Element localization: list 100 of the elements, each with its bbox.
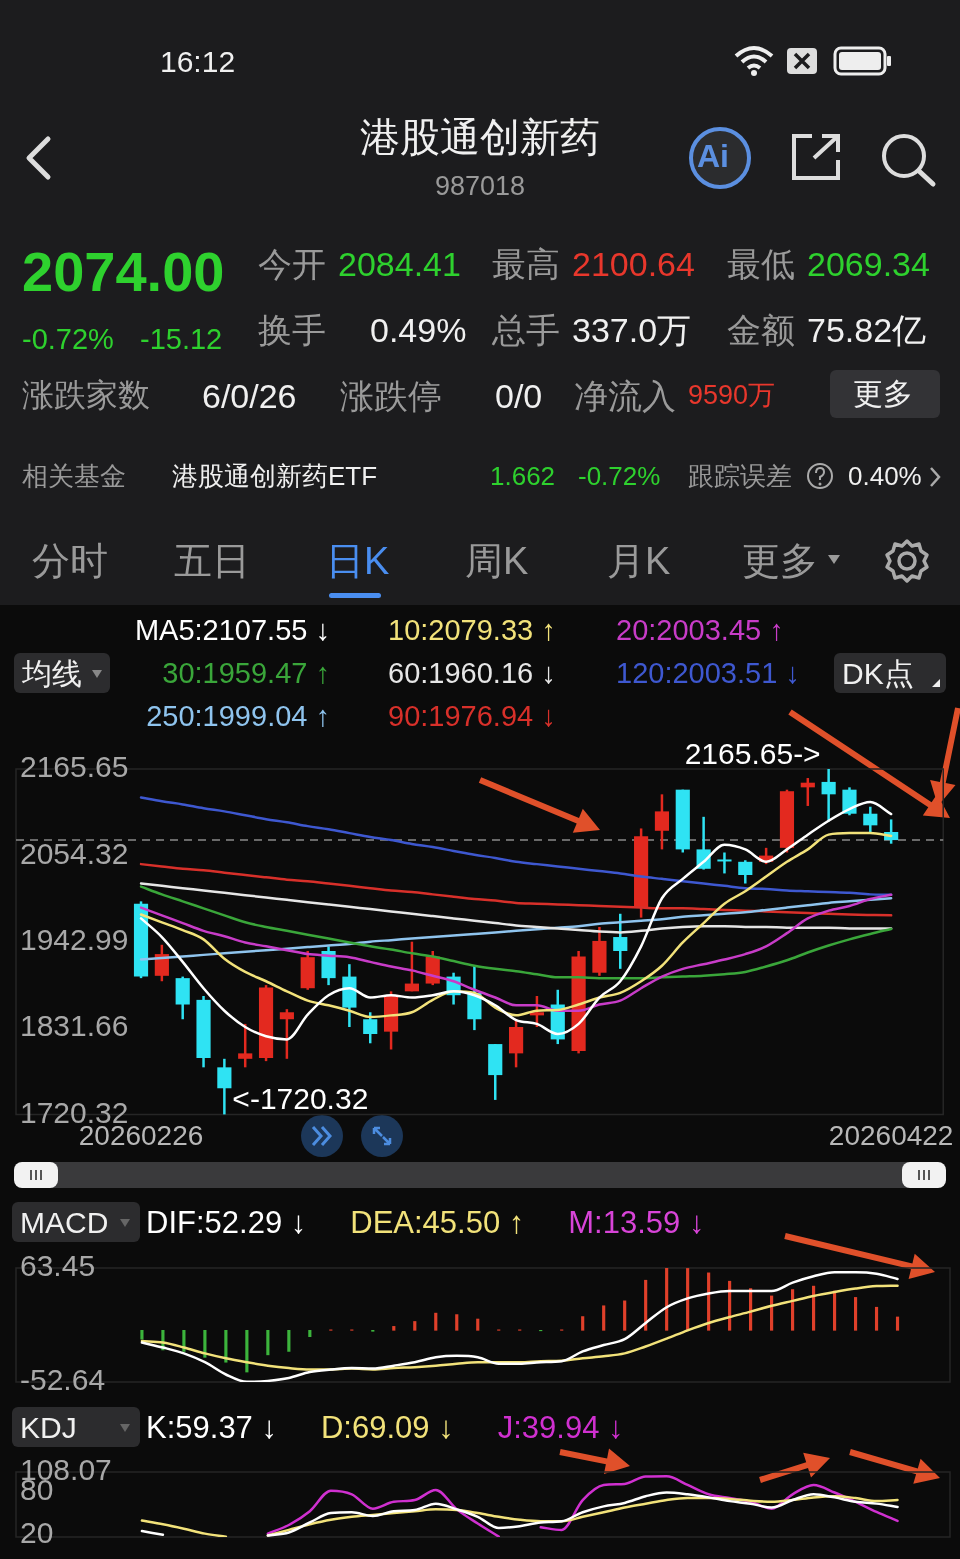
text: 2100.64	[572, 243, 695, 285]
text: MA5:2107.55 ↓	[133, 613, 330, 648]
text: 16:12	[160, 44, 236, 81]
y-tick-label: 63.45	[20, 1249, 96, 1283]
text: 金额	[727, 309, 795, 351]
bar	[287, 1329, 291, 1352]
bar	[455, 1314, 459, 1331]
text: 换手	[258, 309, 326, 351]
bar	[581, 1316, 585, 1331]
text: 港股通创新药ETF	[172, 459, 378, 493]
text: 分时	[32, 539, 108, 585]
bar	[853, 1297, 858, 1331]
bar	[140, 1329, 144, 1340]
text: 20:2003.45 ↑	[616, 613, 784, 648]
line-series	[139, 796, 893, 897]
y-tick-label: -52.64	[20, 1363, 106, 1397]
text: 30:1959.47 ↑	[162, 657, 330, 690]
candlestick	[654, 793, 670, 851]
candlestick	[821, 767, 836, 823]
text: -0.72%	[22, 322, 114, 357]
text: DK点	[842, 656, 914, 693]
text: 1.662	[490, 459, 556, 493]
text: 涨跌家数	[22, 376, 150, 416]
text: 75.82亿	[807, 309, 927, 351]
text: 2084.41	[338, 243, 461, 285]
text: 五日	[174, 539, 250, 585]
text: 0.40%	[848, 459, 922, 493]
bar	[434, 1312, 438, 1331]
bar	[895, 1316, 900, 1331]
text: 涨跌停	[340, 375, 442, 417]
chart-title: MACD	[20, 1205, 109, 1242]
bar	[832, 1290, 837, 1331]
text: 周K	[465, 539, 529, 585]
candlestick	[613, 912, 628, 971]
bar	[266, 1329, 270, 1356]
bar	[791, 1289, 795, 1331]
text: 总手	[492, 309, 560, 351]
candlestick	[863, 805, 878, 835]
text: -15.12	[140, 322, 223, 357]
text: 337.0万	[572, 309, 692, 351]
text: 更多	[742, 539, 818, 585]
text: 0/0	[495, 375, 543, 417]
line-series	[139, 882, 893, 934]
line-series	[139, 893, 893, 1012]
text: 最低	[727, 243, 795, 285]
line-series	[139, 800, 893, 1041]
y-tick-label: 1942.99	[20, 922, 129, 956]
text: 9590万	[688, 379, 776, 413]
text: K:59.37 ↓	[146, 1408, 277, 1447]
text: -0.72%	[578, 459, 661, 493]
bar	[874, 1306, 879, 1331]
candlestick	[363, 1011, 378, 1045]
text: 90:1976.94 ↓	[388, 699, 556, 734]
series-label: M:13.59 ↓	[568, 1203, 705, 1242]
series-label: J:39.94 ↓	[497, 1408, 624, 1447]
candlestick	[238, 1022, 253, 1069]
text: 10:2079.33 ↑	[388, 613, 556, 648]
text: 今开	[258, 243, 326, 285]
candlestick	[738, 859, 753, 885]
y-tick-label: 20	[20, 1516, 54, 1550]
annotation: <-1720.32	[232, 1082, 369, 1116]
bar	[623, 1300, 627, 1331]
x-tick-label: 20260422	[828, 1119, 954, 1151]
text: 最高	[492, 243, 560, 285]
bar	[476, 1318, 480, 1331]
line-series	[139, 885, 893, 980]
text: 相关基金	[22, 459, 126, 493]
bar	[602, 1305, 606, 1331]
text: 均线	[22, 656, 82, 693]
text: 2069.34	[807, 243, 930, 285]
candlestick	[717, 851, 732, 875]
text: 987018	[434, 171, 526, 202]
text: 港股通创新药	[360, 115, 600, 160]
text: 250:1999.04 ↑	[145, 699, 330, 734]
candlestick	[279, 1007, 294, 1061]
chart-title: KDJ	[20, 1410, 77, 1447]
y-tick-label: 2165.65	[20, 750, 129, 784]
annotation: 2165.65->	[684, 737, 821, 770]
text: DIF:52.29 ↓	[146, 1203, 307, 1242]
bar	[413, 1321, 417, 1331]
text: 0.49%	[370, 309, 467, 351]
bar	[811, 1285, 816, 1331]
text: Ai	[697, 137, 729, 177]
text: 2074.00	[22, 239, 225, 306]
text: 60:1960.16 ↓	[388, 656, 556, 691]
candlestick	[217, 1057, 232, 1116]
y-tick-label: 1831.66	[20, 1009, 129, 1043]
text: D:69.09 ↓	[320, 1408, 454, 1447]
text: DEA:45.50 ↑	[350, 1203, 525, 1242]
text: 6/0/26	[202, 375, 297, 417]
y-tick-label: 2054.32	[20, 836, 129, 870]
text: 月K	[607, 539, 671, 585]
bar	[392, 1326, 396, 1331]
bar	[665, 1268, 669, 1331]
text: 更多	[853, 376, 913, 413]
text: 120:2003.51 ↓	[616, 656, 800, 691]
text: 跟踪误差	[688, 459, 792, 493]
line-series	[140, 1271, 899, 1382]
bar	[308, 1329, 312, 1338]
text: 日K	[326, 539, 390, 585]
